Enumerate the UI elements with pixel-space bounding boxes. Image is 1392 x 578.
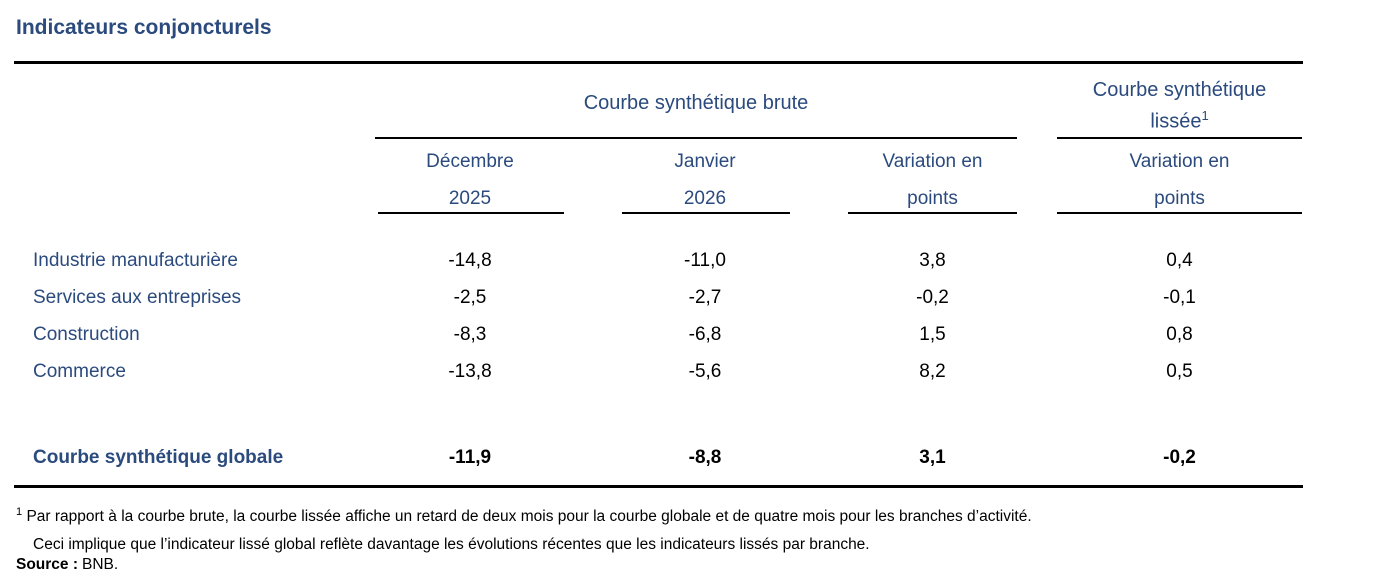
table-cell: 0,5 [1166,361,1193,382]
table-cell: -8,3 [453,324,487,345]
table-row-business-services: Services aux entreprises -2,5 -2,7 -0,2 … [0,287,1392,311]
source-value: BNB. [82,556,119,573]
source-label: Source : [16,556,79,573]
group-header-raw-curve: Courbe synthétique brute [583,92,809,114]
footnote-line-2: Ceci implique que l’indicateur lissé glo… [33,536,870,554]
column-underline [622,212,790,214]
column-underline [378,212,564,214]
table-row-trade: Commerce -13,8 -5,6 8,2 0,5 [0,361,1392,385]
footnote-marker: 1 [16,506,23,518]
table-cell: -11,0 [684,250,726,271]
column-header-december-2025: Décembre 2025 [426,151,514,209]
column-header-january-2026: Janvier 2026 [674,151,736,209]
table-cell: -11,9 [448,447,492,468]
footnote-reference: 1 [1201,108,1209,123]
smoothed-curve-underline [1057,137,1302,139]
table-cell: -0,2 [1163,447,1196,468]
table-row-construction: Construction -8,3 -6,8 1,5 0,8 [0,324,1392,348]
table-cell: 1,5 [919,324,946,345]
table-cell: -2,7 [688,287,722,308]
column-header-variation-raw: Variation en points [882,151,983,209]
table-cell: -0,2 [916,287,949,308]
table-cell: 0,4 [1166,250,1193,271]
table-cell: -13,8 [448,361,492,382]
group-header-line2: lissée [1150,110,1202,133]
table-cell: 3,1 [919,447,946,468]
row-label: Industrie manufacturière [33,250,238,271]
row-label: Construction [33,324,140,345]
table-cell: -8,8 [688,447,722,468]
page-title: Indicateurs conjoncturels [16,16,272,39]
table-row-manufacturing: Industrie manufacturière -14,8 -11,0 3,8… [0,250,1392,274]
top-rule [14,61,1303,64]
group-header-smoothed-curve: Courbe synthétique lissée1 [1057,77,1302,135]
column-header-variation-smoothed: Variation en points [1129,151,1230,209]
row-label: Courbe synthétique globale [33,447,284,468]
table-cell: -14,8 [448,250,492,271]
table-cell: -2,5 [453,287,487,308]
raw-curve-underline [375,137,1017,139]
group-header-line1: Courbe synthétique [1092,79,1267,101]
footnote-line-1: 1 Par rapport à la courbe brute, la cour… [16,506,1032,526]
table-row-global-synthetic-curve: Courbe synthétique globale -11,9 -8,8 3,… [0,447,1392,471]
table-cell: -0,1 [1163,287,1196,308]
source-note: Source : BNB. [16,556,118,574]
column-underline [1057,212,1302,214]
table-cell: 0,8 [1166,324,1193,345]
table-cell: -6,8 [688,324,722,345]
footnote: 1 Par rapport à la courbe brute, la cour… [16,498,1366,559]
column-underline [848,212,1017,214]
row-label: Commerce [33,361,126,382]
row-label: Services aux entreprises [33,287,242,308]
table-cell: -5,6 [688,361,722,382]
bottom-rule [14,485,1303,488]
table-cell: 3,8 [919,250,946,271]
table-cell: 8,2 [919,361,946,382]
